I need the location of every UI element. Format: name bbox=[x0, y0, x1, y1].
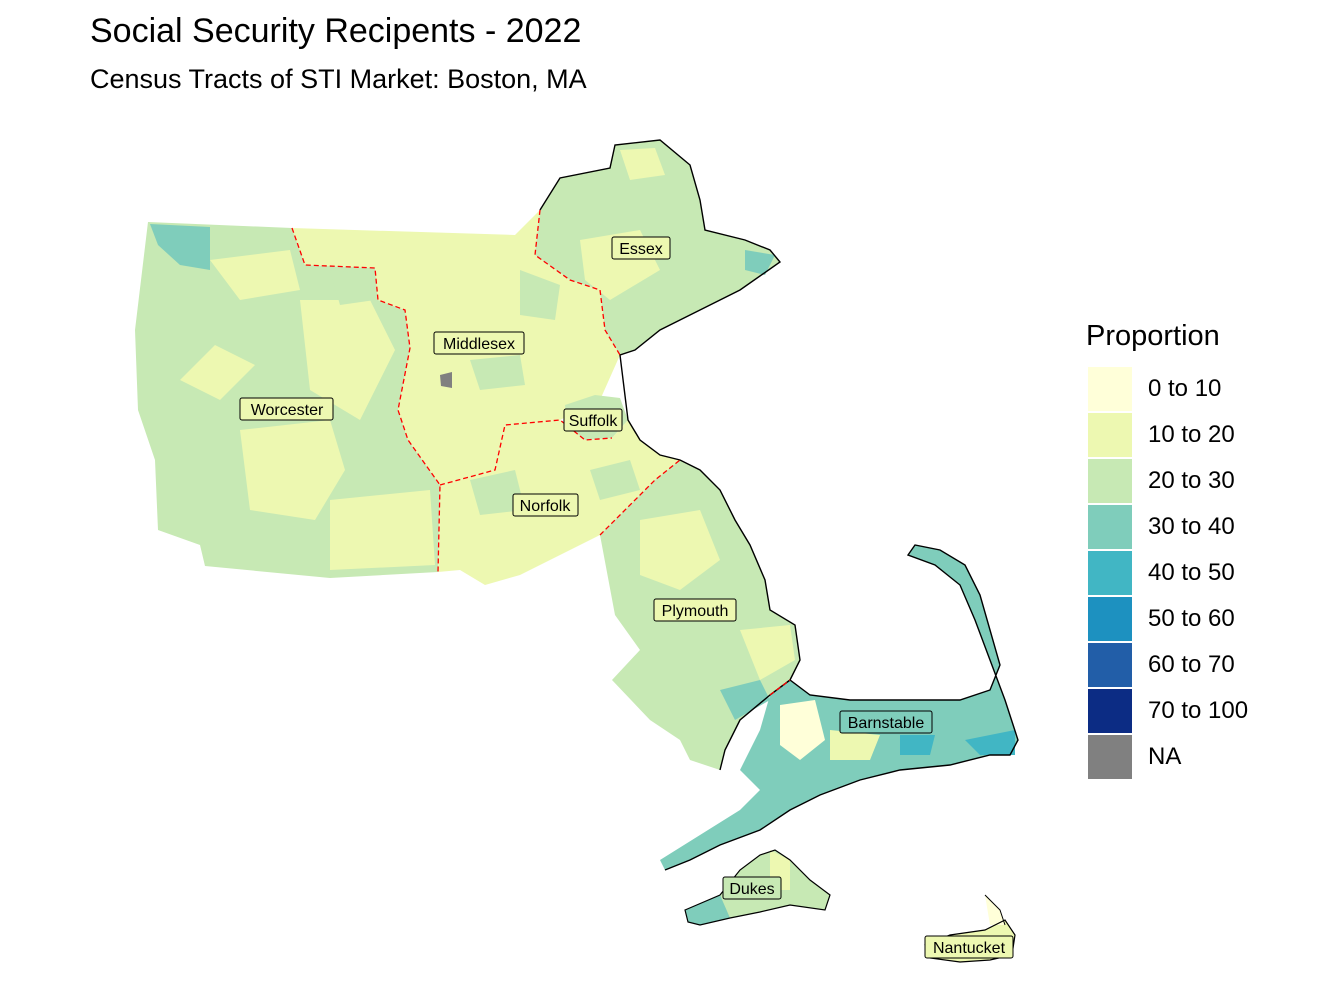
map-subtitle: Census Tracts of STI Market: Boston, MA bbox=[90, 64, 587, 94]
coastline bbox=[684, 849, 831, 926]
tract-patch bbox=[830, 730, 880, 760]
county-boundary bbox=[291, 227, 441, 573]
legend-item: 70 to 100 bbox=[1086, 689, 1248, 735]
label-essex: Essex bbox=[611, 236, 671, 260]
legend-swatch bbox=[1088, 459, 1132, 503]
svg-text:Dukes: Dukes bbox=[729, 881, 774, 898]
legend-item: NA bbox=[1086, 735, 1220, 781]
svg-text:Worcester: Worcester bbox=[251, 402, 324, 419]
legend-swatch bbox=[1088, 735, 1132, 779]
label-plymouth: Plymouth bbox=[653, 598, 737, 622]
legend-label: 50 to 60 bbox=[1148, 605, 1235, 632]
legend-swatch bbox=[1088, 643, 1132, 687]
tract-patch bbox=[640, 510, 720, 590]
legend-label: NA bbox=[1148, 743, 1182, 770]
label-worcester: Worcester bbox=[239, 397, 334, 421]
tract-patch bbox=[180, 345, 255, 400]
label-middlesex: Middlesex bbox=[433, 331, 525, 355]
legend-label: 10 to 20 bbox=[1148, 421, 1235, 448]
legend-item: 20 to 30 bbox=[1086, 459, 1235, 505]
legend-swatch bbox=[1088, 413, 1132, 457]
legend-title: Proportion bbox=[1086, 320, 1220, 352]
tract-patch bbox=[330, 490, 435, 570]
tract-patch bbox=[900, 735, 935, 755]
legend-item: 40 to 50 bbox=[1086, 551, 1235, 597]
tract-patch bbox=[685, 895, 730, 925]
label-nantucket: Nantucket bbox=[924, 935, 1014, 959]
svg-text:Nantucket: Nantucket bbox=[933, 940, 1006, 957]
legend-item: 30 to 40 bbox=[1086, 505, 1235, 551]
tract-patch bbox=[720, 680, 770, 720]
tract-patch bbox=[520, 270, 560, 320]
tract-patch bbox=[210, 250, 300, 300]
legend-label: 40 to 50 bbox=[1148, 559, 1235, 586]
legend-item: 0 to 10 bbox=[1086, 367, 1222, 413]
legend-label: 30 to 40 bbox=[1148, 513, 1235, 540]
legend-item: 50 to 60 bbox=[1086, 597, 1235, 643]
svg-text:Barnstable: Barnstable bbox=[848, 715, 925, 732]
county-boundary bbox=[439, 419, 613, 486]
county-barnstable bbox=[660, 545, 1018, 870]
coastline bbox=[664, 544, 1019, 871]
legend: Proportion 0 to 10 10 to 20 20 to 30 30 … bbox=[1086, 320, 1248, 781]
label-norfolk: Norfolk bbox=[512, 493, 579, 517]
tract-patch bbox=[780, 700, 825, 760]
tract-patch bbox=[965, 730, 1015, 755]
legend-label: 60 to 70 bbox=[1148, 651, 1235, 678]
legend-label: 70 to 100 bbox=[1148, 697, 1249, 724]
legend-swatch bbox=[1088, 689, 1132, 733]
tract-patch bbox=[330, 270, 375, 305]
svg-text:Middlesex: Middlesex bbox=[443, 336, 515, 353]
tract-patch bbox=[150, 224, 210, 270]
label-suffolk: Suffolk bbox=[563, 408, 623, 432]
tract-patch bbox=[985, 895, 1005, 925]
tract-patch bbox=[470, 470, 525, 515]
legend-swatch bbox=[1088, 551, 1132, 595]
tract-patch bbox=[745, 250, 775, 275]
tract-patch bbox=[590, 460, 640, 500]
svg-text:Suffolk: Suffolk bbox=[569, 413, 619, 430]
legend-label: 0 to 10 bbox=[1148, 375, 1222, 402]
tract-patch bbox=[240, 420, 345, 520]
label-barnstable: Barnstable bbox=[839, 710, 933, 734]
county-boundary bbox=[599, 459, 681, 536]
label-dukes: Dukes bbox=[722, 876, 782, 900]
county-boundary bbox=[769, 679, 791, 696]
svg-text:Essex: Essex bbox=[619, 241, 663, 258]
tract-patch bbox=[470, 355, 525, 390]
legend-label: 20 to 30 bbox=[1148, 467, 1235, 494]
coastline bbox=[539, 139, 801, 771]
coastline bbox=[984, 894, 1006, 926]
legend-swatch bbox=[1088, 597, 1132, 641]
tract-patch bbox=[300, 300, 395, 420]
tract-patch bbox=[440, 372, 452, 388]
tract-patch bbox=[620, 148, 665, 180]
tract-patch bbox=[740, 625, 795, 680]
legend-item: 10 to 20 bbox=[1086, 413, 1235, 459]
svg-text:Plymouth: Plymouth bbox=[662, 603, 729, 620]
legend-swatch bbox=[1088, 367, 1132, 411]
legend-swatch bbox=[1088, 505, 1132, 549]
county-boundary bbox=[534, 209, 621, 356]
map-title: Social Security Recipents - 2022 bbox=[90, 12, 582, 50]
svg-text:Norfolk: Norfolk bbox=[520, 498, 572, 515]
legend-item: 60 to 70 bbox=[1086, 643, 1235, 689]
